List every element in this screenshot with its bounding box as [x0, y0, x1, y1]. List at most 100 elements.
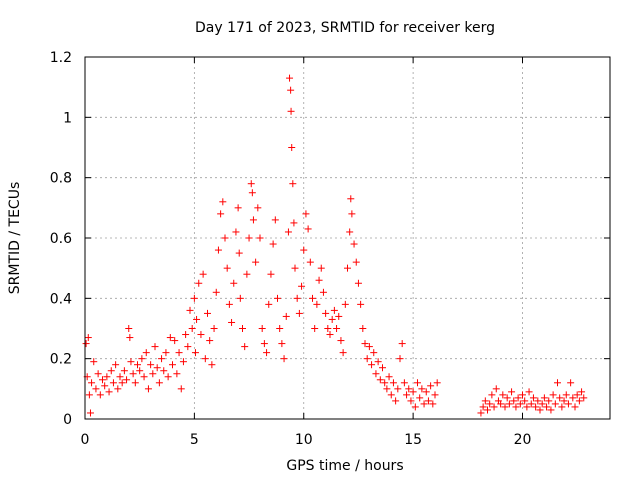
data-point: [280, 355, 288, 363]
data-point: [96, 391, 104, 399]
data-point: [392, 397, 400, 405]
data-point: [363, 355, 371, 363]
data-point: [84, 334, 92, 342]
y-tick-label: 0: [63, 412, 72, 428]
data-point: [263, 349, 271, 357]
data-point: [232, 228, 240, 236]
data-point: [166, 334, 174, 342]
data-point: [241, 343, 249, 351]
data-point: [120, 367, 128, 375]
y-tick-label: 1.2: [50, 50, 72, 66]
data-point: [403, 391, 411, 399]
data-point: [276, 325, 284, 332]
x-tick-label: 5: [190, 432, 199, 448]
data-point: [175, 349, 183, 357]
data-point: [315, 276, 323, 284]
data-point: [567, 379, 575, 387]
data-point: [328, 315, 336, 323]
data-point: [284, 228, 292, 236]
data-point: [171, 337, 179, 345]
data-point: [372, 370, 380, 378]
data-point: [512, 403, 520, 411]
data-point: [532, 403, 540, 411]
data-point: [99, 376, 106, 384]
data-point: [354, 279, 362, 287]
data-point: [199, 270, 207, 278]
data-point: [396, 355, 404, 363]
data-point: [569, 394, 577, 402]
data-point: [534, 397, 542, 405]
data-point: [282, 312, 290, 320]
data-point: [123, 376, 131, 384]
data-point: [221, 234, 229, 242]
data-point: [370, 349, 378, 357]
data-point: [225, 300, 233, 308]
data-point: [265, 300, 273, 308]
data-point: [339, 349, 347, 357]
data-point: [521, 397, 529, 405]
data-point: [236, 294, 244, 302]
data-point: [287, 86, 295, 94]
data-point: [322, 309, 330, 317]
data-point: [352, 258, 360, 266]
y-tick-label: 0.8: [50, 171, 72, 187]
data-point: [317, 264, 325, 272]
data-point: [359, 325, 367, 332]
data-point: [85, 391, 93, 399]
data-point: [302, 210, 310, 218]
data-point: [554, 379, 561, 387]
data-point: [313, 300, 321, 308]
data-point: [545, 397, 553, 405]
y-tick-label: 1: [63, 110, 72, 126]
data-point: [179, 358, 187, 366]
data-point: [186, 306, 194, 314]
data-point: [394, 385, 402, 393]
data-point: [501, 403, 509, 411]
data-point: [288, 144, 296, 151]
data-point: [291, 264, 299, 272]
data-point: [144, 385, 152, 393]
data-point: [346, 228, 354, 236]
data-point: [86, 409, 94, 417]
data-point: [90, 358, 98, 366]
data-point: [149, 370, 157, 378]
data-point: [162, 349, 170, 357]
data-point: [484, 406, 491, 414]
data-point: [488, 391, 496, 399]
data-point: [508, 388, 516, 396]
y-tick-label: 0.6: [50, 231, 72, 247]
data-point: [184, 343, 192, 351]
data-point: [525, 388, 533, 396]
data-point: [239, 325, 246, 332]
data-point: [400, 379, 408, 387]
data-point: [260, 340, 268, 348]
data-point: [228, 318, 236, 326]
data-point: [127, 358, 135, 366]
data-point: [429, 400, 437, 408]
data-point: [357, 300, 365, 308]
data-points: [82, 74, 588, 417]
data-point: [287, 107, 295, 115]
data-point: [293, 294, 301, 302]
data-point: [94, 370, 102, 378]
data-point: [381, 379, 389, 387]
data-point: [341, 300, 349, 308]
data-point: [492, 385, 500, 393]
data-point: [248, 189, 256, 197]
data-point: [243, 270, 251, 278]
data-point: [201, 355, 209, 363]
data-point: [109, 379, 117, 387]
data-point: [107, 367, 115, 375]
data-point: [477, 409, 485, 417]
data-point: [543, 403, 551, 411]
data-point: [431, 391, 439, 399]
data-point: [556, 394, 564, 402]
data-point: [505, 400, 513, 408]
data-point: [424, 397, 432, 405]
grid-lines: [85, 57, 610, 419]
data-point: [538, 400, 546, 408]
data-point: [481, 397, 489, 405]
data-point: [173, 370, 181, 378]
data-point: [134, 361, 141, 369]
